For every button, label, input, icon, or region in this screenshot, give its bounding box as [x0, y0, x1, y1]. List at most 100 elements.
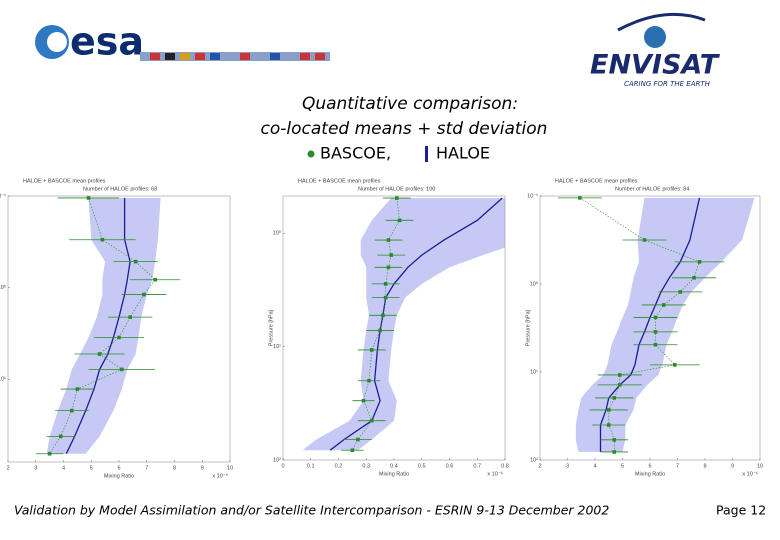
obs-point: [661, 303, 666, 307]
y-tick-label: 10⁻¹: [0, 193, 6, 199]
obs-point: [653, 330, 658, 334]
x-tick-label: 4: [593, 463, 596, 469]
x-multiplier: x 10⁻⁶: [487, 470, 503, 477]
obs-point: [153, 277, 157, 282]
y-axis-label: Pressure [hPa]: [268, 309, 274, 346]
x-tick-label: 0.7: [473, 463, 481, 469]
x-tick-label: 8: [703, 463, 706, 469]
x-tick-label: 9: [731, 463, 734, 469]
plot: [557, 196, 755, 454]
obs-point: [381, 313, 385, 318]
obs-point: [386, 265, 391, 270]
x-tick-label: 3: [34, 465, 37, 471]
flag: [195, 53, 205, 60]
x-multiplier: x 10⁻⁶: [212, 472, 228, 479]
obs-point: [367, 378, 371, 383]
x-multiplier: x 10⁻⁶: [742, 470, 758, 477]
obs-point: [578, 196, 582, 200]
legend-marker: [307, 150, 315, 158]
obs-point: [117, 335, 121, 340]
obs-point: [386, 238, 391, 242]
x-tick-label: 9: [201, 465, 204, 471]
x-axis-label: Mixing Ratio: [104, 473, 134, 479]
obs-point: [119, 367, 124, 372]
obs-point: [692, 275, 696, 280]
x-tick-label: 0.6: [446, 463, 454, 469]
obs-point: [86, 196, 91, 200]
x-tick-label: 0.8: [501, 463, 509, 469]
x-tick-label: 0.3: [362, 463, 370, 469]
chart: HALOE + BASCOE mean profiles Number of HA…: [268, 178, 509, 477]
obs-point: [383, 295, 388, 300]
title-line: co-located means + std deviation: [261, 119, 548, 139]
obs-point: [370, 348, 374, 352]
obs-point: [100, 237, 105, 242]
logo-arc: [617, 12, 706, 32]
footer: Validation by Model Assimilation and/or …: [14, 503, 609, 518]
x-tick-label: 6: [117, 465, 120, 471]
envisat-logo: ENVISAT CARING FOR THE EARTH: [590, 12, 721, 88]
x-tick-label: 10: [757, 463, 763, 469]
legend-label: BASCOE,: [320, 144, 391, 163]
obs-point: [397, 218, 402, 223]
x-tick-label: 5: [90, 465, 93, 471]
y-tick-label: 10⁻¹: [527, 193, 538, 199]
x-axis-label: Mixing Ratio: [379, 471, 409, 477]
chart-title: HALOE + BASCOE mean profiles: [23, 178, 106, 184]
obs-point: [128, 315, 132, 319]
y-tick-label: 10⁰: [0, 284, 7, 291]
x-tick-label: 0.2: [335, 463, 343, 469]
x-tick-label: 2: [6, 465, 9, 471]
flag: [300, 53, 310, 60]
page-number: Page 12: [716, 503, 766, 518]
flag: [165, 53, 175, 60]
obs-point: [672, 363, 677, 367]
obs-point: [697, 260, 702, 264]
y-axis-label: Pressure [hPa]: [525, 309, 531, 346]
chart-title: HALOE + BASCOE mean profiles: [555, 178, 638, 184]
obs-point: [606, 423, 611, 427]
chart-subtitle: Number of HALOE profiles: 100: [358, 186, 435, 192]
obs-point: [361, 398, 366, 403]
charts: HALOE + BASCOE mean profiles Number of HA…: [0, 178, 763, 479]
std-band: [302, 198, 505, 451]
logo-text: ENVISAT: [590, 50, 721, 81]
obs-point: [350, 448, 355, 453]
x-tick-label: 7: [145, 465, 148, 471]
chart: HALOE + BASCOE mean profiles Number of HA…: [0, 178, 233, 479]
obs-point: [47, 451, 52, 456]
chart-title: HALOE + BASCOE mean profiles: [298, 178, 381, 184]
flag: [180, 53, 190, 60]
legend-marker: [425, 146, 428, 162]
obs-point: [642, 238, 647, 242]
x-tick-label: 6: [648, 463, 651, 469]
esa-logo: esa: [35, 20, 330, 64]
x-tick-label: 2: [538, 463, 541, 469]
flags: [140, 52, 330, 61]
obs-point: [370, 418, 374, 423]
legend-label: HALOE: [436, 144, 490, 163]
logo-swirl-inner: [47, 32, 67, 52]
obs-point: [142, 292, 146, 297]
y-tick-label: 10⁰: [530, 280, 539, 287]
y-tick-label: 10¹: [530, 369, 538, 375]
obs-point: [356, 437, 360, 442]
plot: [35, 196, 181, 456]
obs-point: [133, 259, 138, 264]
x-tick-label: 3: [566, 463, 569, 469]
obs-point: [617, 373, 622, 377]
obs-point: [606, 408, 611, 412]
flag: [270, 53, 280, 60]
x-tick-label: 0.5: [418, 463, 426, 469]
x-tick-label: 5: [621, 463, 624, 469]
y-tick-label: 10²: [530, 457, 538, 463]
logo-globe: [644, 26, 666, 48]
tagline: CARING FOR THE EARTH: [624, 80, 711, 88]
obs-point: [617, 383, 622, 387]
y-tick-label: 10⁰: [273, 230, 282, 237]
x-tick-label: 0: [281, 463, 284, 469]
obs-point: [75, 387, 80, 391]
x-tick-label: 8: [173, 465, 176, 471]
